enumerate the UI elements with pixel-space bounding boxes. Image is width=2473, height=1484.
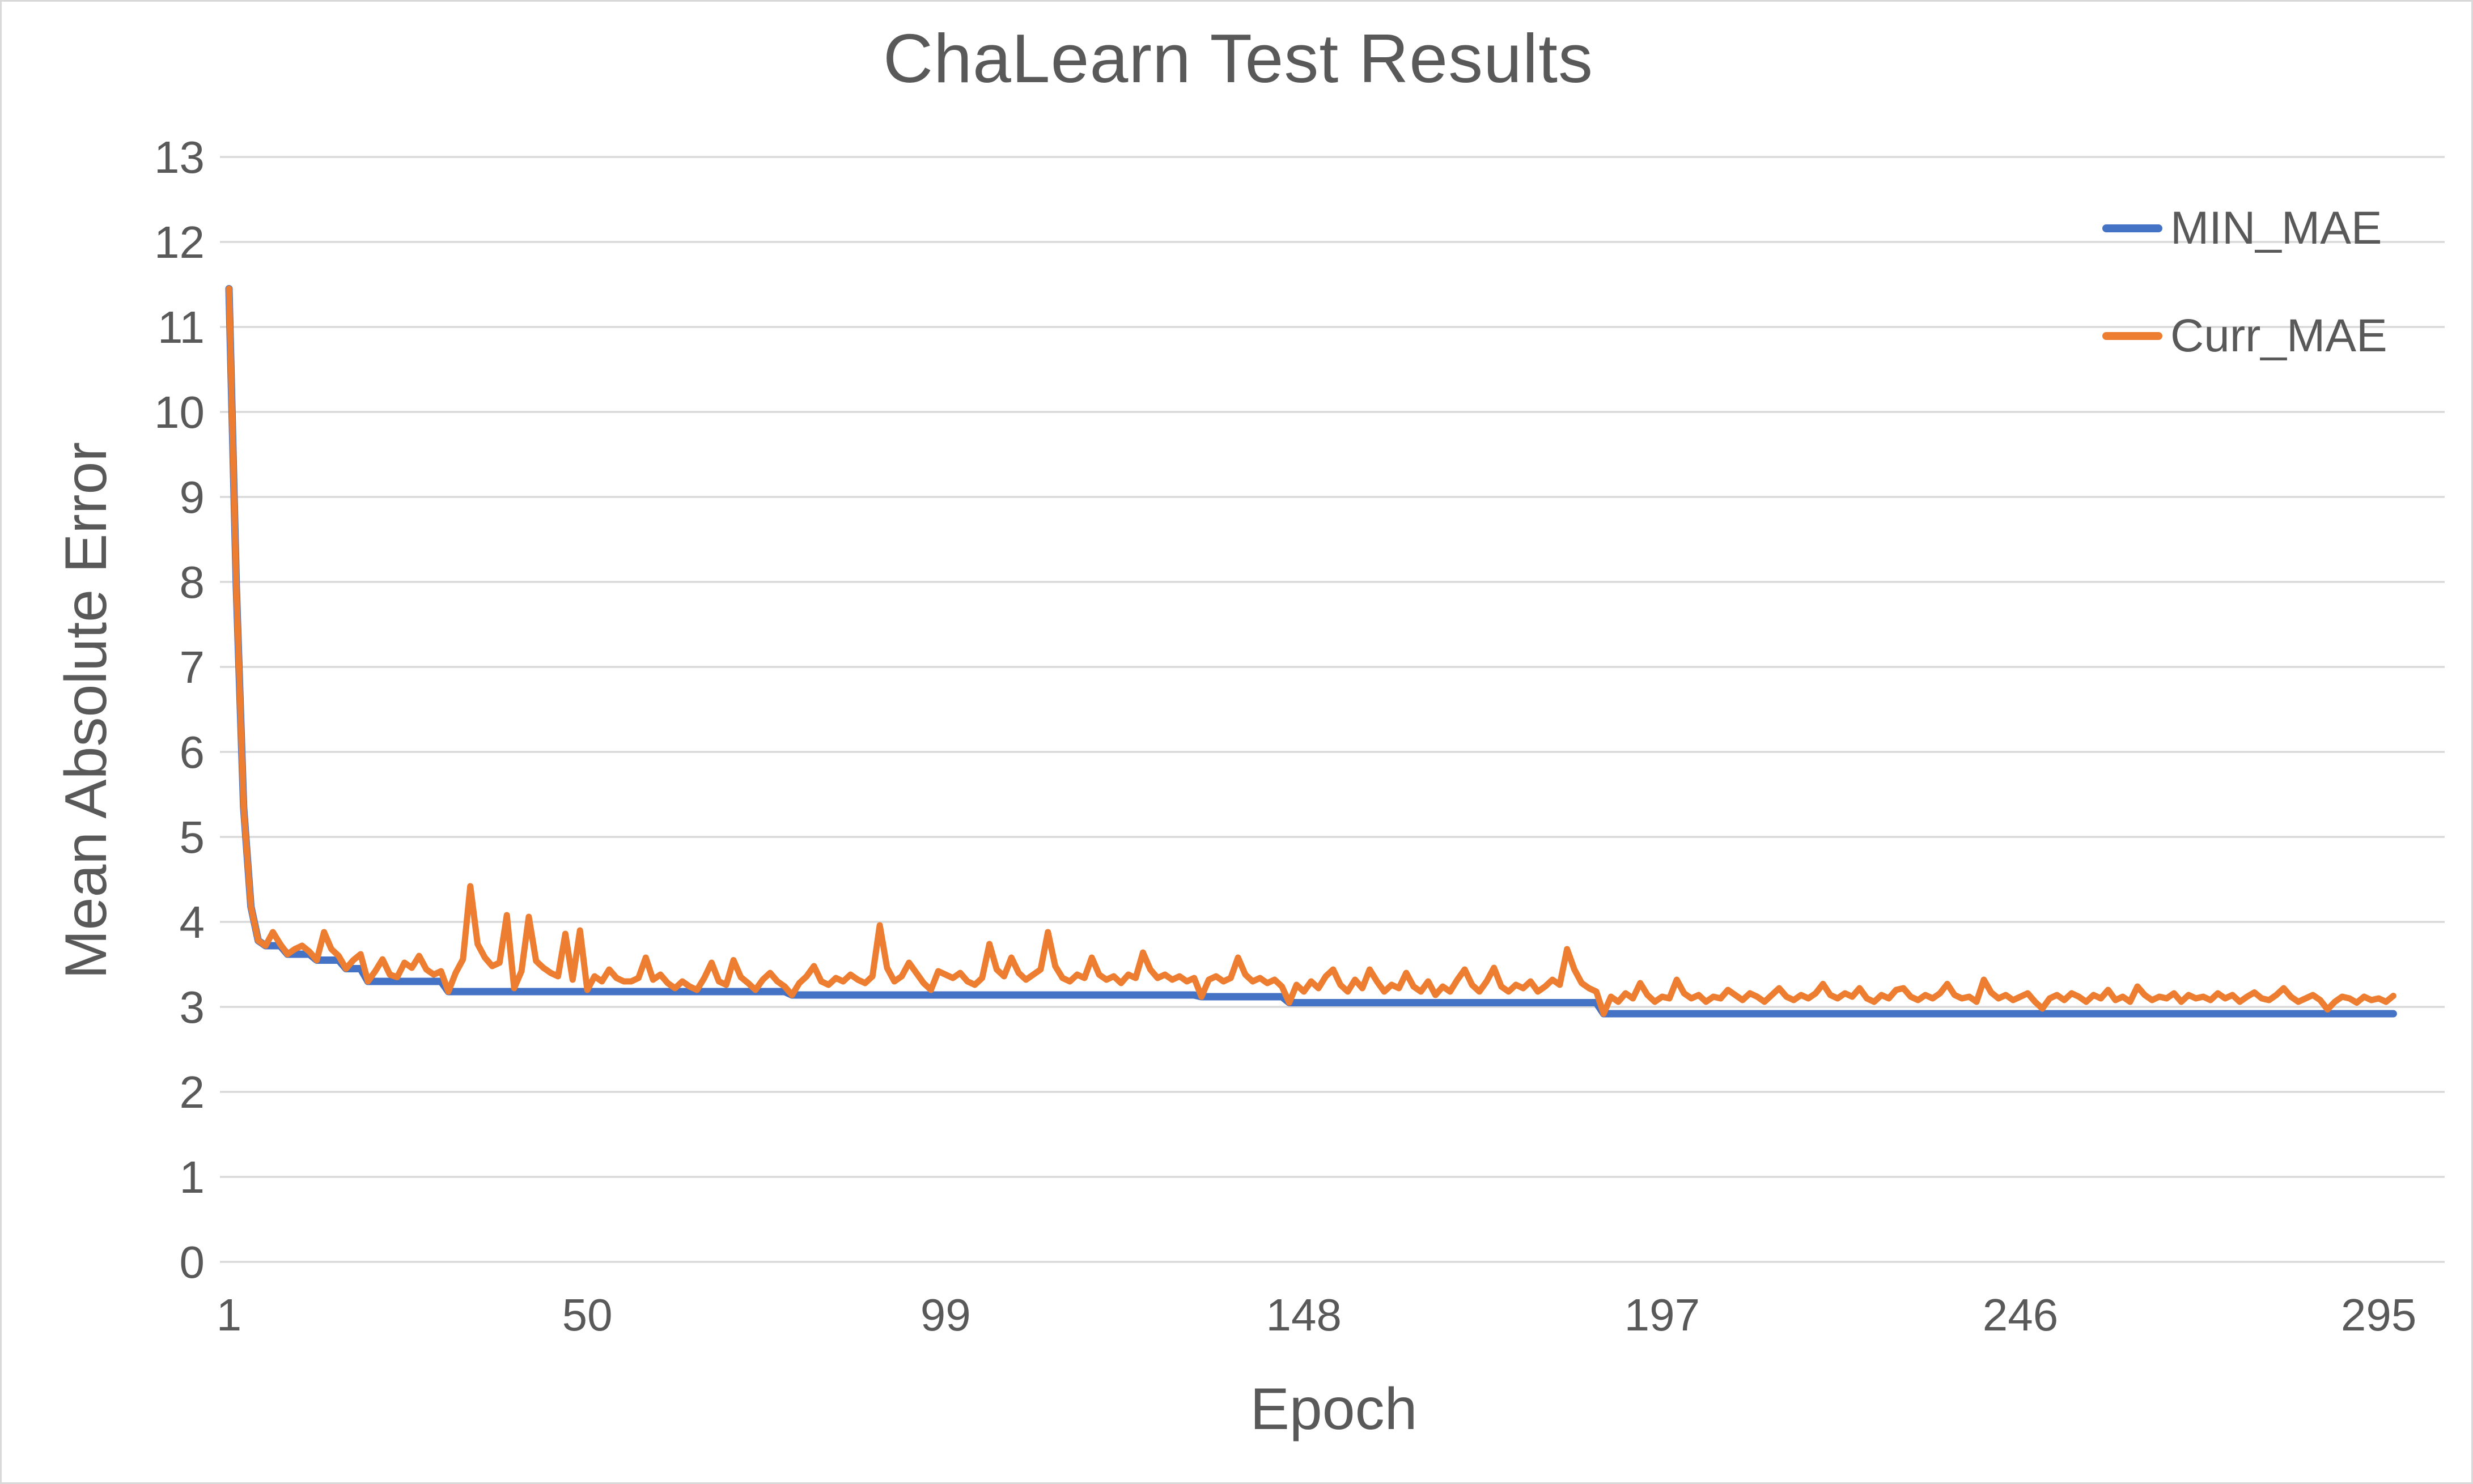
- x-tick-label: 148: [1266, 1290, 1342, 1340]
- y-tick-label: 7: [180, 642, 205, 692]
- y-tick-label: 0: [180, 1237, 205, 1287]
- y-tick-label: 10: [154, 387, 205, 437]
- x-tick-label: 99: [921, 1290, 971, 1340]
- y-tick-label: 9: [180, 472, 205, 522]
- x-axis-title: Epoch: [1250, 1376, 1418, 1442]
- y-tick-label: 2: [180, 1067, 205, 1117]
- x-tick-label: 50: [562, 1290, 613, 1340]
- chart-title: ChaLearn Test Results: [883, 20, 1593, 97]
- y-tick-label: 3: [180, 982, 205, 1032]
- min-mae-line: [225, 285, 2397, 1018]
- y-tick-label: 6: [180, 727, 205, 777]
- x-tick-label: 1: [217, 1290, 242, 1340]
- x-tick-label: 295: [2341, 1290, 2416, 1340]
- curr-mae-line: [226, 286, 2396, 1017]
- y-tick-label: 5: [180, 812, 205, 862]
- y-axis-title: Mean Absolute Error: [53, 441, 119, 980]
- legend: MIN_MAE Curr_MAE: [2102, 201, 2387, 416]
- x-tick-label: 246: [1983, 1290, 2058, 1340]
- y-tick-label: 8: [180, 557, 205, 607]
- y-tick-label: 1: [180, 1152, 205, 1202]
- series-lines: [225, 285, 2397, 1018]
- x-axis-tick-labels: 1 50 99 148 197 246 295: [217, 1290, 2417, 1340]
- curr-mae-line-swatch-icon: [2102, 332, 2162, 340]
- min-mae-line-swatch-icon: [2102, 224, 2162, 232]
- y-tick-label: 12: [154, 217, 205, 267]
- legend-label-min-mae: MIN_MAE: [2170, 202, 2382, 254]
- legend-item-curr-mae: Curr_MAE: [2102, 309, 2387, 363]
- x-tick-label: 197: [1624, 1290, 1700, 1340]
- gridlines: [220, 156, 2445, 1263]
- y-tick-label: 4: [180, 897, 205, 947]
- y-tick-label: 13: [154, 132, 205, 182]
- legend-label-curr-mae: Curr_MAE: [2170, 310, 2387, 362]
- legend-item-min-mae: MIN_MAE: [2102, 201, 2387, 256]
- y-tick-label: 11: [158, 302, 205, 352]
